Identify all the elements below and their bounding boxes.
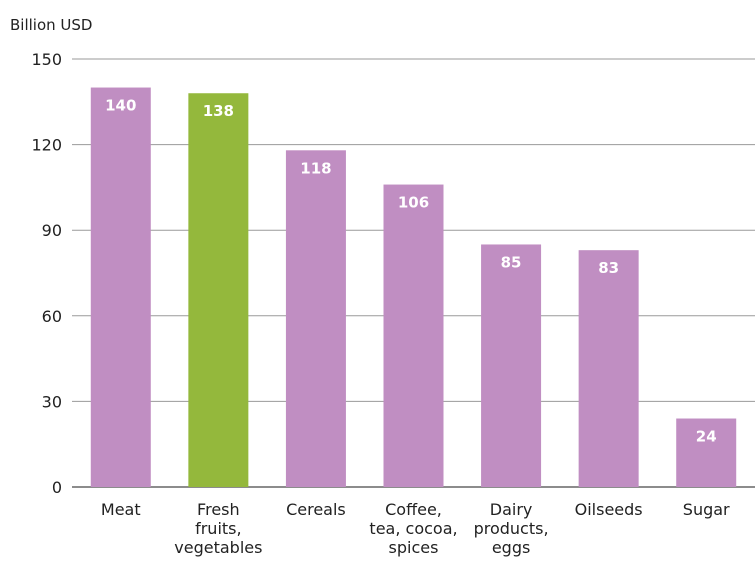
category-label: Cereals: [286, 500, 346, 519]
data-label: 138: [203, 102, 234, 120]
category-label: Oilseeds: [575, 500, 643, 519]
y-tick-label: 30: [42, 392, 62, 411]
y-axis-title: Billion USD: [10, 16, 92, 34]
y-tick-label: 150: [31, 50, 62, 69]
bars: 140 138 118 106 85 83 24: [90, 87, 737, 488]
category-label: products,: [474, 519, 549, 538]
category-label: Coffee,: [385, 500, 442, 519]
bar: [676, 418, 737, 487]
bar: [481, 244, 542, 487]
data-label: 118: [300, 159, 331, 177]
category-label: Fresh: [197, 500, 240, 519]
y-tick-label: 120: [31, 136, 62, 155]
bar: [383, 184, 444, 487]
data-label: 106: [398, 194, 429, 212]
data-label: 85: [501, 253, 522, 271]
y-tick-label: 90: [42, 221, 62, 240]
category-label: spices: [389, 538, 439, 557]
data-label: 24: [696, 428, 717, 446]
category-label: vegetables: [174, 538, 262, 557]
bar: [90, 87, 151, 488]
category-label: Sugar: [683, 500, 730, 519]
category-label: fruits,: [195, 519, 242, 538]
bar: [285, 150, 346, 487]
category-label: Dairy: [490, 500, 533, 519]
category-label: tea, cocoa,: [369, 519, 457, 538]
y-axis-ticks: 0 30 60 90 120 150: [31, 50, 62, 497]
category-label: Meat: [101, 500, 141, 519]
bar: [578, 250, 639, 487]
bar: [188, 93, 249, 488]
data-label: 140: [105, 97, 136, 115]
data-label: 83: [598, 259, 619, 277]
y-tick-label: 60: [42, 307, 62, 326]
category-label: eggs: [492, 538, 531, 557]
y-tick-label: 0: [52, 478, 62, 497]
